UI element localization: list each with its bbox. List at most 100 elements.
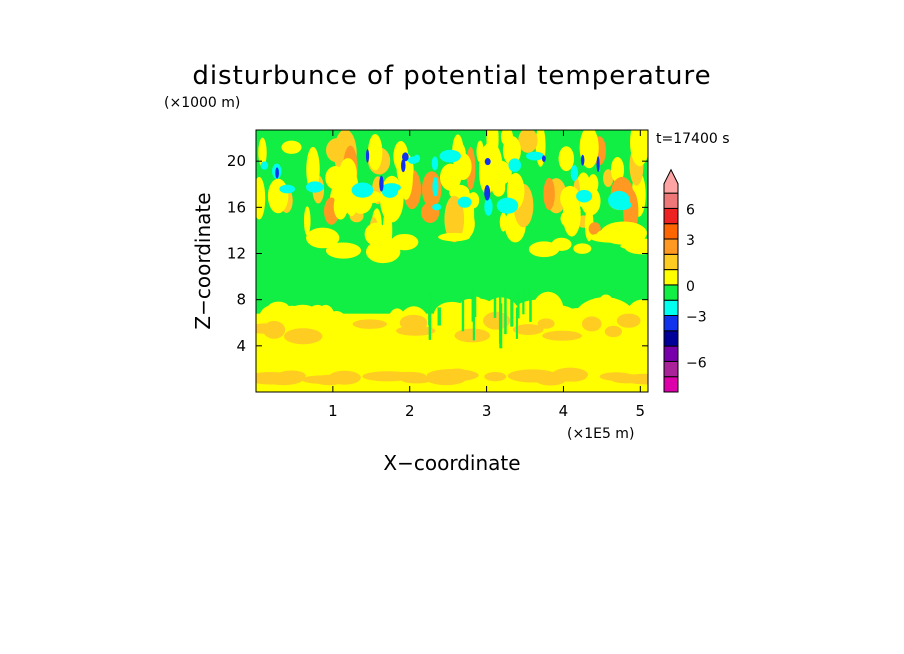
field-cell	[325, 242, 362, 259]
field-cell	[454, 328, 491, 343]
x-tick-label: 4	[559, 402, 569, 420]
field-cell	[413, 154, 421, 163]
field-cell	[484, 371, 507, 382]
field-cell	[529, 289, 532, 322]
colorbar-level	[663, 376, 679, 393]
field-cell	[510, 297, 514, 327]
field-cell	[537, 318, 555, 329]
field-cell	[499, 212, 507, 232]
colorbar-level	[663, 269, 679, 286]
time-label: t=17400 s	[656, 131, 730, 147]
field-cell	[431, 156, 439, 171]
x-tick-label: 3	[482, 402, 492, 420]
field-cell	[558, 146, 575, 172]
field-cell	[580, 154, 585, 166]
x-units-label: (×1E5 m)	[567, 426, 634, 442]
field-cell	[579, 130, 599, 169]
field-cell	[306, 227, 340, 249]
field-cell	[552, 367, 589, 382]
colorbar-label: 3	[686, 233, 695, 249]
field-cell	[429, 291, 432, 330]
field-cell	[493, 292, 497, 318]
field-cell	[616, 313, 641, 328]
field-cell	[367, 133, 383, 171]
field-cell	[576, 189, 593, 203]
colorbar-level	[663, 223, 679, 240]
field-cell	[279, 184, 296, 194]
y-axis-label: Z−coordinate	[191, 192, 215, 329]
field-cell	[573, 243, 592, 254]
field-cell	[379, 175, 384, 192]
field-cell	[500, 130, 514, 146]
y-tick-label: 16	[227, 198, 246, 216]
temperature-field	[256, 130, 648, 392]
field-cell	[515, 307, 518, 339]
field-cell	[595, 294, 616, 328]
x-tick-label: 5	[636, 402, 646, 420]
field-cell	[457, 196, 472, 208]
field-cell	[315, 304, 336, 335]
field-cell	[305, 181, 324, 193]
colorbar-level	[663, 315, 679, 332]
field-cell	[438, 232, 471, 242]
chart-title: disturbunce of potential temperature	[192, 61, 711, 91]
field-cell	[526, 151, 544, 161]
field-cell	[256, 176, 266, 220]
colorbar-level	[663, 360, 679, 378]
field-cell	[437, 307, 441, 326]
field-cell	[589, 232, 638, 243]
field-cell	[439, 149, 461, 163]
colorbar-level	[663, 192, 679, 209]
field-cell	[306, 146, 320, 193]
field-cell	[400, 159, 406, 173]
field-cell	[604, 325, 622, 338]
field-cell	[471, 290, 474, 322]
field-cell	[484, 197, 493, 216]
field-cell	[542, 330, 583, 341]
field-cell	[281, 140, 302, 154]
field-cell	[256, 323, 280, 334]
field-cell	[432, 203, 442, 211]
field-cell	[365, 240, 401, 264]
field-cell	[303, 206, 311, 236]
colorbar-level	[663, 207, 679, 225]
field-cell	[390, 233, 419, 251]
field-cell	[428, 296, 430, 326]
field-cell	[438, 309, 471, 329]
colorbar-label: 6	[686, 202, 695, 218]
field-cell	[468, 296, 486, 331]
field-cell	[421, 171, 442, 208]
field-cell	[439, 163, 462, 191]
field-cell	[461, 293, 465, 332]
field-cell	[484, 185, 491, 201]
y-tick-label: 12	[227, 244, 246, 262]
field-cell	[603, 169, 614, 187]
field-cell	[396, 325, 436, 336]
colorbar-label: −3	[686, 310, 707, 326]
field-cell	[343, 170, 360, 217]
field-cell	[551, 308, 570, 333]
field-cell	[328, 370, 361, 385]
y-tick-label: 20	[227, 152, 246, 170]
colorbar-level	[663, 299, 679, 317]
field-cell	[551, 237, 572, 251]
y-tick-label: 8	[236, 291, 246, 309]
field-cell	[541, 155, 546, 162]
field-cell	[543, 177, 555, 211]
field-cell	[365, 149, 370, 163]
field-cell	[517, 292, 520, 319]
field-cell	[630, 130, 648, 167]
field-cell	[401, 152, 409, 162]
y-tick-label: 4	[236, 337, 246, 355]
field-cell	[624, 238, 648, 255]
field-cell	[256, 372, 293, 385]
field-cell	[473, 293, 477, 318]
x-tick-label: 2	[405, 402, 415, 420]
field-cell	[426, 368, 479, 382]
field-cell	[483, 311, 511, 330]
field-cell	[612, 199, 632, 211]
field-cell	[496, 197, 519, 214]
field-cell	[351, 182, 374, 198]
field-cell	[596, 156, 600, 172]
